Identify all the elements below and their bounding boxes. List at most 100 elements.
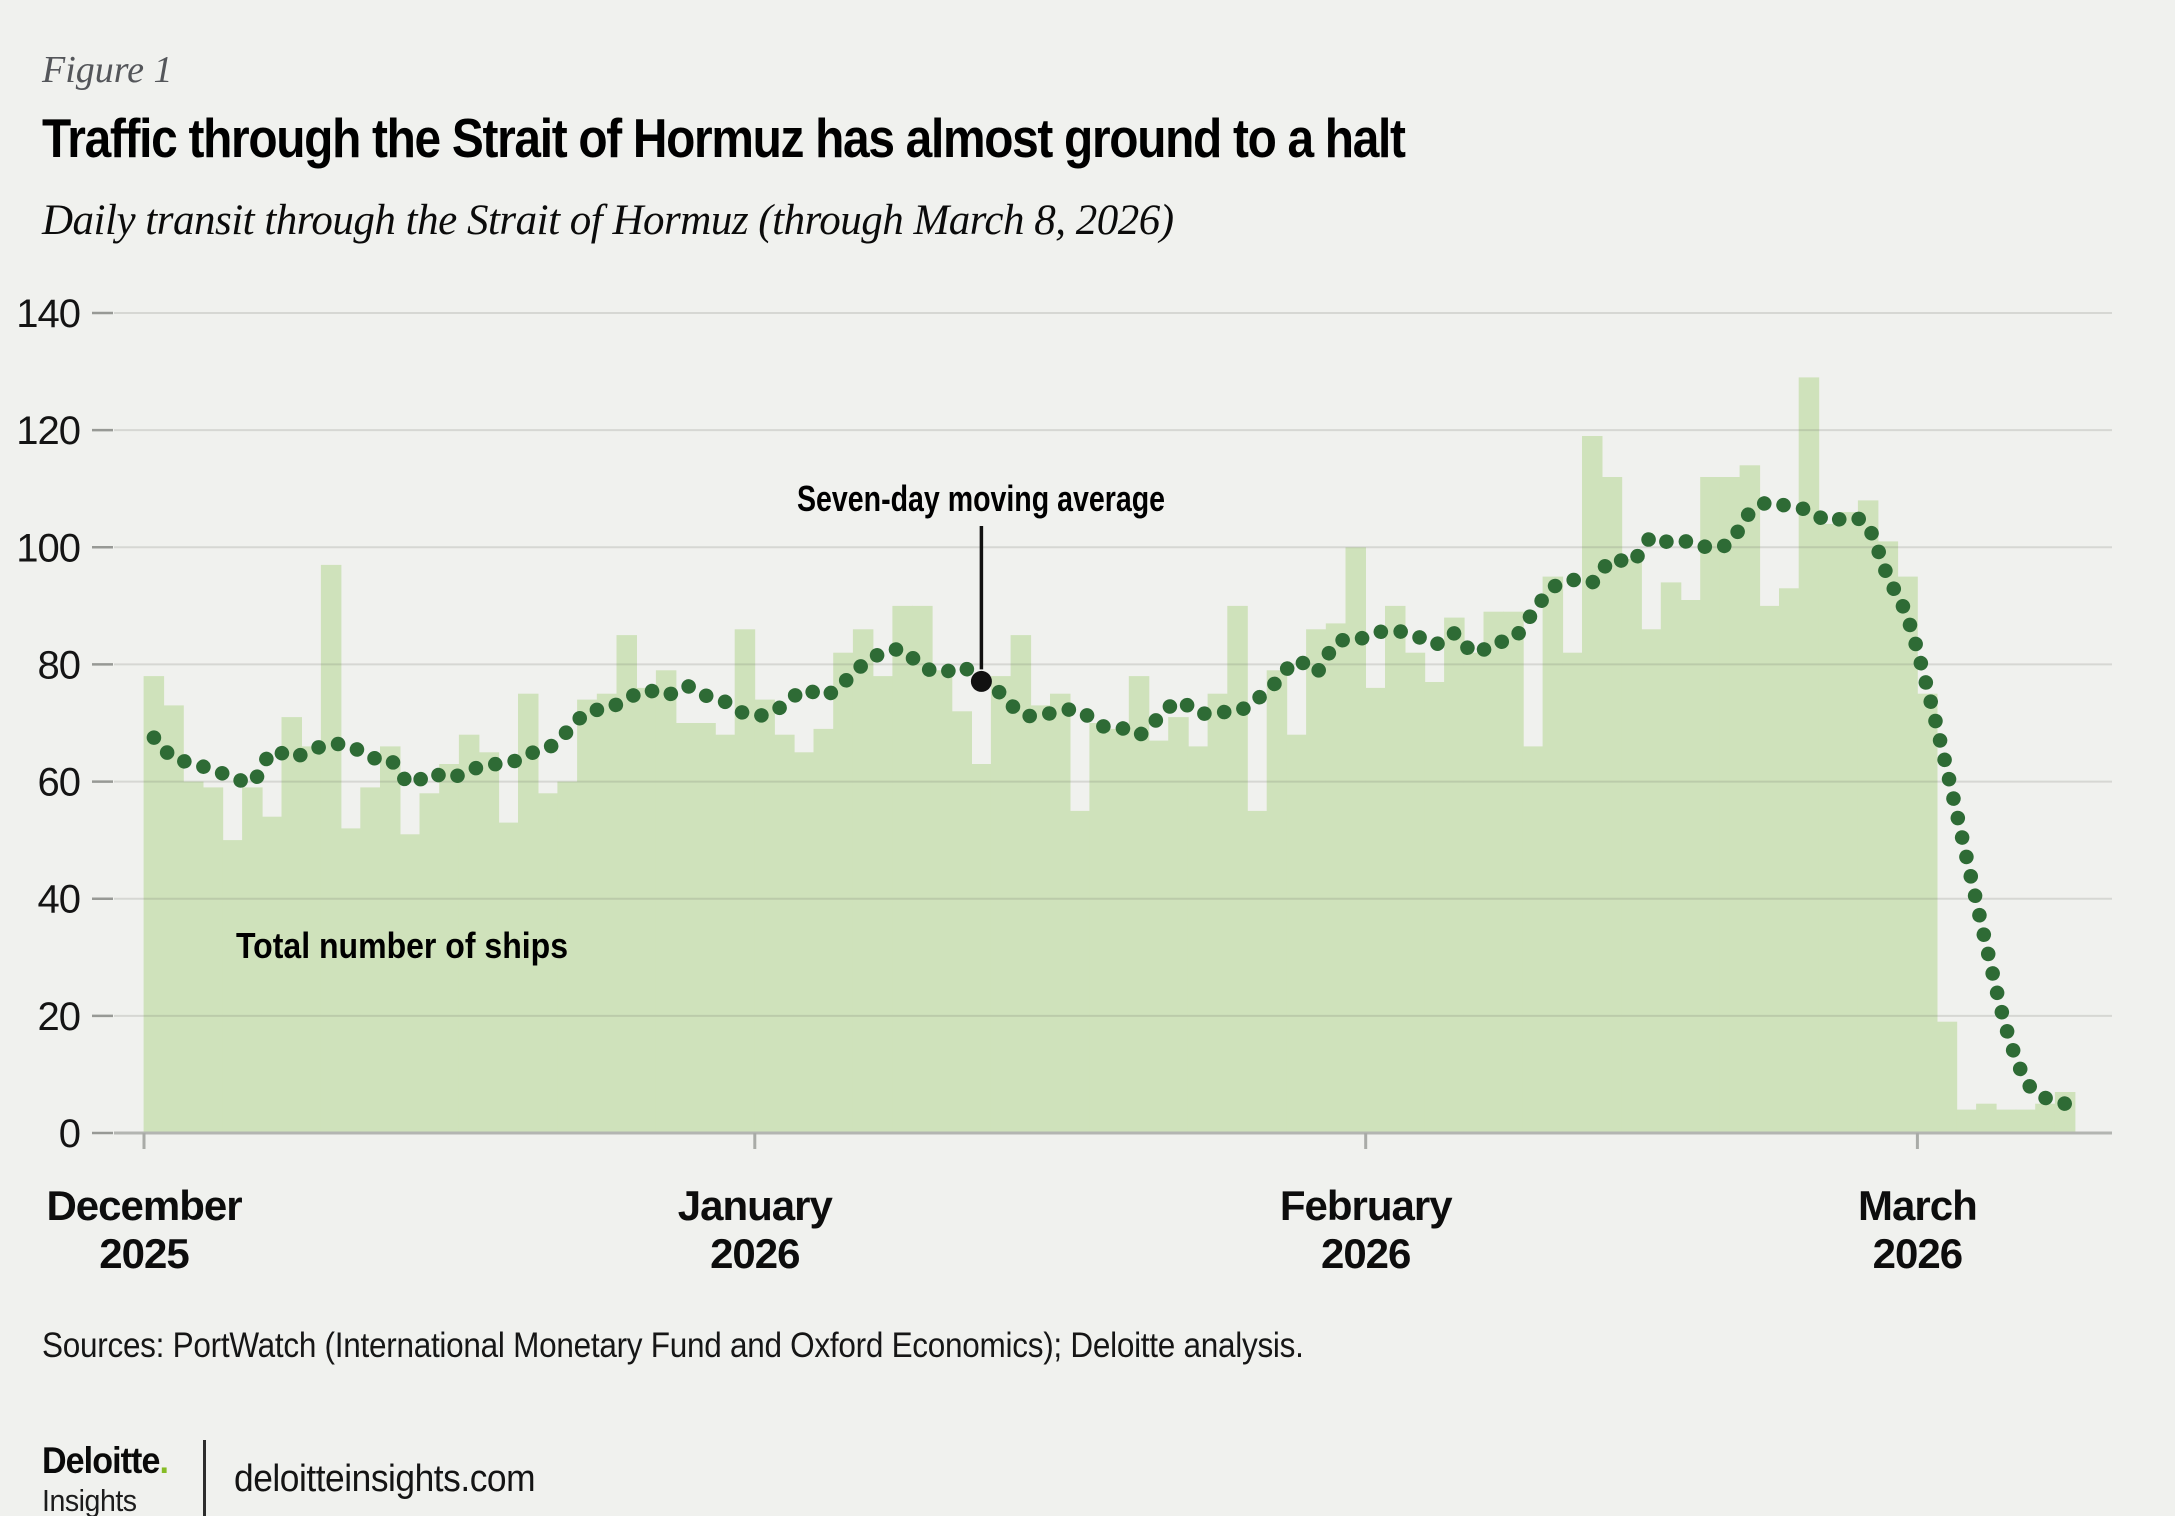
daily-ships-bar bbox=[675, 723, 697, 1133]
daily-ships-bar bbox=[1897, 576, 1918, 1133]
daily-ships-bar bbox=[557, 781, 578, 1133]
daily-ships-bar bbox=[734, 629, 756, 1133]
daily-ships-bar bbox=[813, 728, 834, 1133]
daily-ships-bar bbox=[1818, 523, 1839, 1133]
daily-ships-bar bbox=[1148, 740, 1169, 1133]
footer-brand-block: Deloitte. Insights deloitteinsights.com bbox=[42, 1440, 558, 1516]
chart-title: Traffic through the Strait of Hormuz has… bbox=[42, 107, 1406, 169]
daily-ships-bar bbox=[320, 564, 342, 1133]
bars-series-group bbox=[143, 377, 2076, 1133]
daily-ships-bar bbox=[340, 828, 362, 1133]
y-axis-label: 100 bbox=[16, 526, 80, 570]
daily-ships-bar bbox=[1582, 436, 1603, 1133]
daily-ships-bar bbox=[1877, 541, 1899, 1133]
x-axis-label-month: February bbox=[1280, 1182, 1453, 1229]
y-axis-label: 40 bbox=[38, 878, 81, 922]
daily-ships-bar bbox=[1365, 687, 1386, 1133]
x-axis-label-year: 2026 bbox=[1873, 1230, 1962, 1277]
daily-ships-bar bbox=[1798, 377, 1820, 1133]
daily-ships-bar bbox=[616, 635, 637, 1133]
daily-ships-bar bbox=[951, 711, 972, 1133]
y-axis-label: 120 bbox=[16, 409, 80, 453]
daily-ships-bar bbox=[1424, 682, 1445, 1133]
gridlines-group bbox=[114, 312, 2112, 1017]
y-axis-label: 20 bbox=[38, 995, 81, 1039]
daily-ships-bar bbox=[2015, 1109, 2036, 1133]
daily-ships-bar bbox=[301, 746, 322, 1133]
daily-ships-bar bbox=[1660, 582, 1682, 1133]
daily-ships-bar bbox=[1503, 611, 1524, 1133]
daily-ships-bar bbox=[1089, 723, 1110, 1133]
daily-ships-bar bbox=[1286, 734, 1307, 1133]
daily-ships-bar bbox=[1759, 605, 1780, 1133]
daily-ships-bar bbox=[1345, 547, 1366, 1133]
daily-ships-bar bbox=[261, 816, 283, 1133]
daily-ships-bar bbox=[458, 734, 480, 1133]
daily-ships-bar bbox=[1168, 717, 1189, 1133]
daily-ships-bar bbox=[596, 693, 618, 1133]
daily-ships-bar bbox=[695, 723, 716, 1133]
insights-wordmark: Insights bbox=[42, 1483, 137, 1516]
daily-ships-bar bbox=[380, 746, 401, 1133]
daily-ships-bar bbox=[439, 764, 460, 1133]
source-note: Sources: PortWatch (International Moneta… bbox=[42, 1326, 1304, 1365]
daily-ships-bar bbox=[833, 652, 854, 1133]
daily-ships-bar bbox=[852, 629, 874, 1133]
daily-ships-bar bbox=[1325, 623, 1347, 1133]
daily-ships-bar bbox=[872, 676, 894, 1133]
deloitte-insights-logo: Deloitte. Insights bbox=[42, 1440, 179, 1516]
daily-ships-bar bbox=[892, 605, 913, 1133]
y-axis-label: 0 bbox=[59, 1112, 80, 1156]
daily-ships-bar bbox=[1857, 500, 1879, 1133]
moving-average-dotted-line bbox=[146, 494, 2073, 1111]
daily-ships-bar bbox=[1463, 652, 1485, 1133]
daily-ships-bar bbox=[912, 605, 933, 1133]
y-axis-label: 140 bbox=[16, 292, 80, 336]
daily-ships-bar bbox=[399, 834, 421, 1133]
daily-ships-bar bbox=[774, 734, 795, 1133]
daily-ships-bar bbox=[1227, 605, 1248, 1133]
daily-ships-bar bbox=[655, 670, 677, 1133]
daily-ships-bar bbox=[636, 687, 657, 1133]
annotation-pointer-dot bbox=[970, 670, 992, 692]
daily-ships-bar bbox=[202, 787, 224, 1133]
deloitte-green-dot: . bbox=[159, 1440, 169, 1481]
daily-ships-bar bbox=[1562, 652, 1583, 1133]
daily-ships-bar bbox=[222, 840, 243, 1133]
daily-ships-bar bbox=[1936, 1021, 1958, 1133]
daily-ships-bar bbox=[931, 670, 953, 1133]
daily-ships-bar bbox=[1069, 810, 1091, 1133]
daily-ships-bar bbox=[1956, 1109, 1977, 1133]
daily-ships-bar bbox=[1976, 1103, 1997, 1133]
footer-site-url: deloitteinsights.com bbox=[233, 1458, 536, 1500]
x-axis-label-year: 2026 bbox=[710, 1230, 799, 1277]
daily-ships-bar bbox=[1404, 652, 1426, 1133]
y-axis-labels-group: 0 20 40 60 80 100 120 140 bbox=[16, 292, 81, 1156]
y-axis-label: 60 bbox=[38, 761, 81, 805]
daily-ships-bar bbox=[1779, 588, 1800, 1133]
daily-ships-bar bbox=[1621, 559, 1642, 1133]
daily-ships-bar bbox=[498, 822, 519, 1133]
daily-ships-bar bbox=[1187, 746, 1209, 1133]
daily-ships-bar bbox=[1838, 512, 1859, 1133]
daily-ships-bar bbox=[1385, 605, 1406, 1133]
annotation-seven-day-moving-average: Seven-day moving average bbox=[797, 478, 1165, 692]
daily-ships-bar bbox=[419, 793, 440, 1133]
x-axis-label-month: January bbox=[678, 1182, 834, 1229]
footer-divider bbox=[202, 1440, 206, 1516]
x-axis-label-year: 2026 bbox=[1321, 1230, 1410, 1277]
daily-ships-bar bbox=[971, 764, 992, 1133]
daily-ships-bar bbox=[1601, 477, 1623, 1133]
daily-ships-bar bbox=[715, 734, 736, 1133]
figure-label: Figure 1 bbox=[42, 49, 173, 91]
daily-ships-bar bbox=[1128, 676, 1150, 1133]
daily-ships-bar bbox=[2035, 1103, 2056, 1133]
daily-ships-bar bbox=[1700, 477, 1721, 1133]
daily-ships-bar bbox=[1483, 611, 1504, 1133]
daily-ships-bar bbox=[1641, 629, 1662, 1133]
daily-ships-bar bbox=[1109, 728, 1130, 1133]
daily-ships-bar bbox=[577, 699, 598, 1133]
daily-ships-bar bbox=[360, 787, 381, 1133]
daily-ships-bar bbox=[2054, 1092, 2076, 1133]
